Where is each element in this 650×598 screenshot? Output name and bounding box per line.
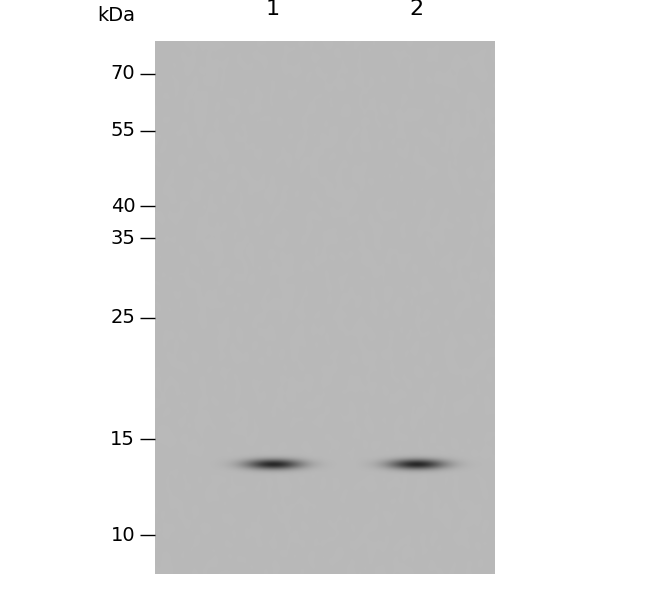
Text: 55: 55	[111, 121, 135, 141]
Text: 40: 40	[111, 197, 135, 216]
Text: 25: 25	[111, 309, 135, 328]
Text: 15: 15	[111, 430, 135, 448]
Text: 35: 35	[111, 228, 135, 248]
Text: kDa: kDa	[98, 6, 135, 25]
Text: 2: 2	[409, 0, 423, 19]
Text: 70: 70	[111, 64, 135, 83]
Text: 1: 1	[266, 0, 280, 19]
Text: 10: 10	[111, 526, 135, 545]
